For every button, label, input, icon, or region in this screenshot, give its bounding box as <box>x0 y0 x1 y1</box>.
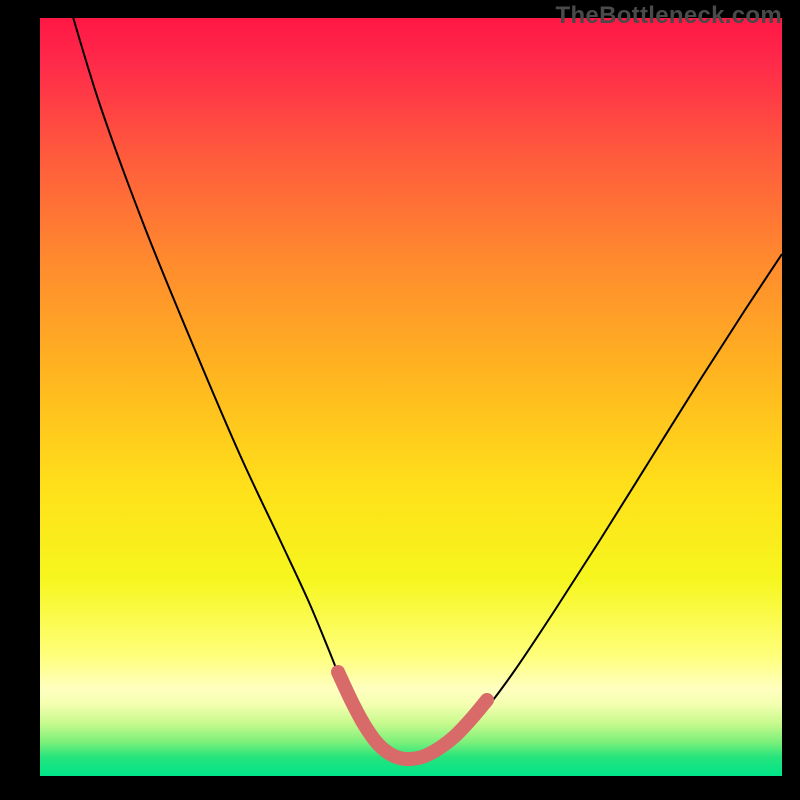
bottleneck-chart <box>0 0 800 800</box>
watermark-text: TheBottleneck.com <box>556 2 782 30</box>
plot-area <box>40 18 782 776</box>
